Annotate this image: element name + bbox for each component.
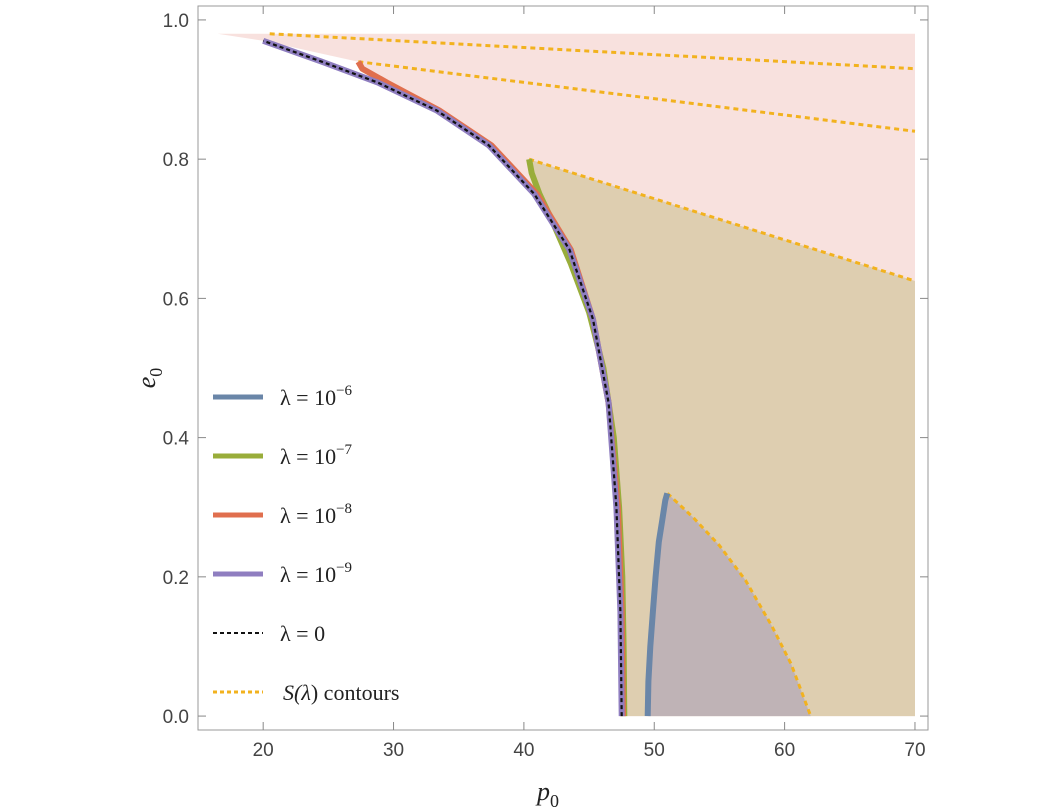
y-tick-label: 0.0 [163, 707, 189, 728]
legend-item-5: S(λ) contours [213, 680, 399, 705]
x-tick-label: 20 [253, 740, 274, 761]
contour-line-1 [358, 60, 916, 133]
y-tick-label: 1.0 [163, 11, 189, 32]
x-tick-label: 40 [513, 740, 534, 761]
y-axis-title: e0 [132, 368, 166, 389]
x-axis-title: p0 [535, 777, 559, 809]
x-tick-label: 30 [383, 740, 404, 761]
y-tick-label: 0.8 [163, 150, 189, 171]
legend-label: λ = 0 [280, 621, 325, 646]
y-axis: 0.0 0.2 0.4 0.6 0.8 1.0 [163, 11, 928, 728]
legend-item-0: λ = 10−6 [213, 383, 353, 410]
legend-label: λ = 10−8 [280, 501, 352, 528]
legend-label: λ = 10−6 [280, 383, 353, 410]
series-line-4 [262, 39, 623, 717]
legend-label: S(λ) contours [283, 680, 399, 705]
region-2 [647, 493, 811, 717]
y-axis-title-group: e0 [132, 368, 166, 389]
series-line-0 [644, 492, 671, 717]
region-1 [529, 159, 915, 717]
legend-item-4: λ = 0 [213, 621, 325, 646]
legend: λ = 10−6 λ = 10−7 λ = 10−8 λ = 10−9 λ = 0 S(λ… [213, 383, 399, 705]
legend-item-3: λ = 10−9 [213, 560, 352, 587]
regions-layer [217, 33, 916, 717]
legend-item-1: λ = 10−7 [213, 442, 353, 469]
contour-line-3 [666, 492, 813, 717]
x-tick-label: 70 [904, 740, 925, 761]
x-tick-label: 50 [644, 740, 665, 761]
legend-label: λ = 10−9 [280, 560, 352, 587]
contour-line-2 [528, 157, 916, 283]
series-layer [262, 37, 671, 717]
legend-label: λ = 10−7 [280, 442, 353, 469]
plot-frame [197, 5, 929, 731]
contours-layer [269, 32, 916, 717]
x-tick-label: 60 [774, 740, 795, 761]
x-axis: 20 30 40 50 60 70 [253, 6, 926, 761]
y-tick-label: 0.6 [163, 289, 189, 310]
y-tick-label: 0.2 [163, 568, 189, 589]
y-tick-label: 0.4 [163, 429, 190, 450]
legend-item-2: λ = 10−8 [213, 501, 352, 528]
